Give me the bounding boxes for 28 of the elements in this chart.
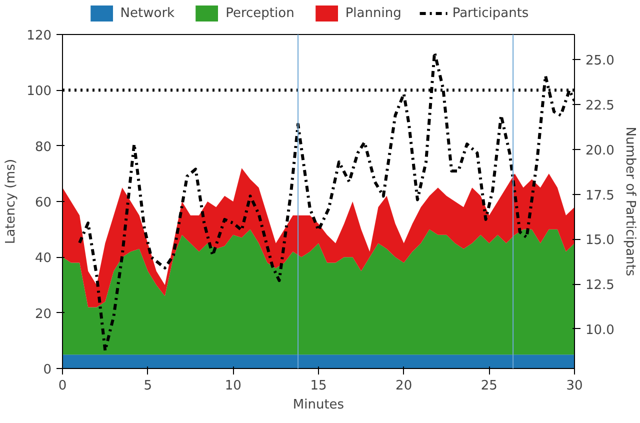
y-tick-label: 100 bbox=[26, 84, 52, 100]
y2-tick-label: 20.0 bbox=[586, 143, 614, 158]
x-axis-title: Minutes bbox=[292, 398, 344, 412]
y2-tick-label: 15.0 bbox=[586, 233, 614, 248]
y2-tick-label: 17.5 bbox=[586, 188, 614, 204]
x-tick-label: 5 bbox=[144, 378, 152, 394]
legend-label: Perception bbox=[226, 6, 294, 20]
y-tick-label: 120 bbox=[26, 28, 52, 44]
y2-tick-label: 10.0 bbox=[586, 322, 614, 338]
x-tick-label: 0 bbox=[58, 378, 67, 394]
y2-axis-title: Number of Participants bbox=[622, 126, 638, 276]
legend-label: Planning bbox=[345, 6, 402, 20]
x-tick-label: 10 bbox=[224, 378, 242, 394]
x-tick-label: 25 bbox=[480, 378, 498, 394]
legend-label: Network bbox=[120, 6, 175, 20]
y-axis-title: Latency (ms) bbox=[4, 158, 19, 244]
x-tick-label: 20 bbox=[396, 378, 412, 394]
x-tick-label: 30 bbox=[566, 378, 583, 394]
y-tick-label: 0 bbox=[43, 362, 52, 378]
legend-label: Participants bbox=[452, 6, 529, 20]
y2-tick-label: 22.5 bbox=[586, 98, 614, 114]
y-tick-label: 80 bbox=[34, 140, 52, 155]
x-tick-label: 15 bbox=[310, 378, 327, 394]
y2-tick-label: 25.0 bbox=[586, 54, 614, 69]
y2-tick-label: 12.5 bbox=[586, 278, 614, 294]
y-tick-label: 20 bbox=[34, 306, 52, 322]
y-tick-label: 40 bbox=[34, 251, 52, 266]
y-tick-label: 60 bbox=[34, 196, 52, 210]
